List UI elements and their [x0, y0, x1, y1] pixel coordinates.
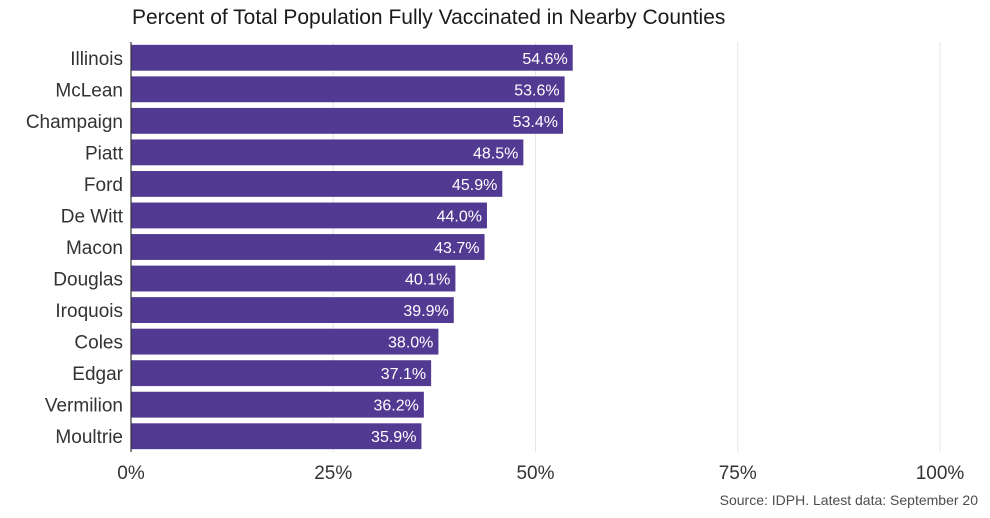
- bar: [131, 360, 432, 387]
- value-label: 36.2%: [373, 398, 418, 415]
- value-label: 44.0%: [437, 208, 482, 225]
- value-label: 39.9%: [403, 303, 448, 320]
- category-label: Vermilion: [45, 396, 123, 417]
- category-label: McLean: [55, 80, 123, 101]
- category-label: Douglas: [53, 270, 123, 291]
- bar: [131, 423, 422, 450]
- category-label: Illinois: [70, 49, 123, 70]
- x-tick-label: 0%: [117, 463, 145, 484]
- value-label: 45.9%: [452, 177, 497, 194]
- x-tick-label: 100%: [916, 463, 965, 484]
- category-label: Piatt: [85, 143, 124, 164]
- category-label: Moultrie: [55, 427, 123, 448]
- bar: [131, 76, 565, 103]
- value-label: 54.6%: [522, 51, 567, 68]
- bar: [131, 139, 524, 166]
- value-label: 53.4%: [513, 114, 558, 131]
- bar: [131, 107, 564, 134]
- value-label: 38.0%: [388, 335, 433, 352]
- x-tick-label: 75%: [719, 463, 757, 484]
- category-label: Iroquois: [55, 301, 123, 322]
- value-label: 48.5%: [473, 145, 518, 162]
- bar: [131, 391, 424, 418]
- category-label: Edgar: [72, 364, 123, 385]
- source-note: Source: IDPH. Latest data: September 20: [719, 492, 978, 508]
- bar: [131, 265, 456, 292]
- bar: [131, 44, 573, 71]
- value-label: 37.1%: [381, 366, 426, 383]
- bar: [131, 234, 485, 260]
- category-label: Coles: [74, 333, 123, 354]
- bar: [131, 202, 487, 229]
- bar: [131, 297, 454, 324]
- bar: [131, 328, 439, 355]
- category-label: De Witt: [61, 206, 124, 227]
- value-label: 35.9%: [371, 429, 416, 446]
- category-label: Champaign: [26, 112, 123, 133]
- x-tick-label: 50%: [516, 463, 554, 484]
- value-label: 40.1%: [405, 272, 450, 289]
- value-label: 53.6%: [514, 82, 559, 99]
- chart-title: Percent of Total Population Fully Vaccin…: [132, 6, 726, 29]
- bar: [131, 170, 503, 197]
- value-label: 43.7%: [434, 240, 479, 257]
- category-label: Macon: [66, 238, 123, 259]
- x-tick-label: 25%: [314, 463, 352, 484]
- category-label: Ford: [84, 175, 123, 196]
